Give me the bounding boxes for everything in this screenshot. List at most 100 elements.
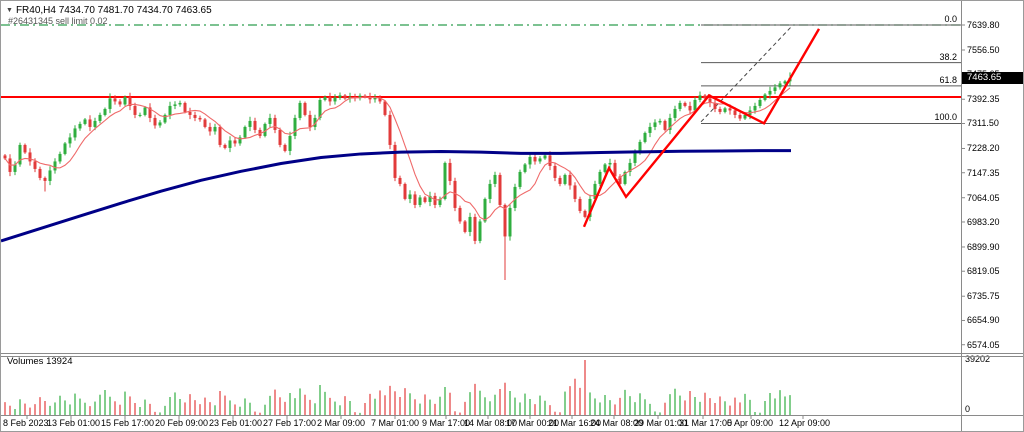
candle-body: [48, 170, 52, 181]
candle-body: [423, 197, 427, 202]
pane-sash-bottom[interactable]: [1, 356, 1023, 357]
candle-body: [198, 117, 202, 120]
fib-level-label: 0.0: [944, 14, 957, 24]
candle-body: [608, 162, 612, 165]
candle-body: [38, 168, 42, 178]
candle-body: [728, 108, 732, 111]
price-tick-label: 7392.35: [967, 94, 1000, 105]
candle-body: [213, 126, 217, 132]
price-tick-label: 7228.20: [967, 143, 1000, 154]
candle-body: [708, 98, 712, 103]
candle-body: [428, 195, 432, 202]
candle-body: [398, 177, 402, 184]
pending-order-label[interactable]: #26431345 sell limit 0.02: [8, 16, 108, 26]
candle-body: [23, 144, 27, 153]
price-tick-label: 6574.05: [967, 339, 1000, 350]
candle-body: [513, 186, 517, 208]
candle-body: [698, 95, 702, 100]
candle-body: [333, 97, 337, 102]
candle-body: [313, 117, 317, 127]
current-price-badge: 7463.65: [962, 71, 1023, 84]
candle-body: [33, 161, 37, 169]
candle-body: [418, 197, 422, 205]
pane-sash-top[interactable]: [1, 353, 1023, 354]
candle-body: [458, 207, 462, 222]
candle-body: [143, 107, 147, 115]
candle-body: [128, 96, 132, 106]
candle-body: [453, 180, 457, 208]
candle-body: [488, 183, 492, 199]
candle-body: [578, 198, 582, 211]
candle-body: [588, 198, 592, 217]
candle-body: [18, 144, 22, 165]
candle-body: [663, 120, 667, 130]
candle-body: [88, 119, 92, 127]
candle-body: [123, 96, 127, 105]
time-tick-label: 24 Mar 08:00: [590, 418, 644, 428]
candle-body: [133, 105, 137, 115]
candle-body: [403, 183, 407, 199]
candle-body: [733, 110, 737, 115]
candle-body: [83, 119, 87, 124]
candle-body: [548, 155, 552, 166]
candle-body: [478, 221, 482, 241]
candle-body: [273, 117, 277, 130]
candle-body: [563, 174, 567, 184]
candle-body: [148, 107, 152, 118]
candle-body: [153, 117, 157, 126]
candle-body: [118, 101, 122, 105]
candle-body: [448, 162, 452, 181]
candle-body: [633, 152, 637, 163]
candle-body: [583, 210, 587, 217]
time-tick-label: 5 Apr 09:00: [727, 418, 774, 428]
time-tick-label: 29 Mar 01:00: [634, 418, 688, 428]
candle-body: [78, 123, 82, 129]
candle-body: [573, 185, 577, 199]
candle-body: [638, 141, 642, 153]
candle-body: [473, 216, 477, 241]
candle-body: [138, 114, 142, 116]
candle-body: [293, 117, 297, 136]
candle-body: [668, 117, 672, 130]
candle-body: [343, 95, 347, 99]
candle-body: [53, 161, 57, 171]
candle-body: [278, 129, 282, 145]
candle-body: [298, 102, 302, 118]
candle-body: [178, 102, 182, 105]
time-tick-label: 2 Mar 09:00: [317, 418, 366, 428]
candle-body: [593, 183, 597, 199]
candle-body: [673, 108, 677, 118]
candle-body: [783, 81, 787, 84]
candle-body: [253, 120, 257, 130]
time-tick-label: 17 Mar 00:00: [506, 418, 560, 428]
price-tick-label: 7556.50: [967, 44, 1000, 55]
fib-level-label: 100.0: [934, 112, 957, 123]
candle-body: [643, 132, 647, 142]
price-tick-label: 6983.20: [967, 216, 1000, 227]
price-tick-label: 7064.05: [967, 192, 1000, 203]
candle-body: [243, 126, 247, 138]
candle-body: [113, 98, 117, 102]
candle-body: [618, 176, 622, 184]
candle-body: [218, 126, 222, 145]
candle-body: [653, 122, 657, 127]
time-tick-label: 13 Feb 01:00: [47, 418, 101, 428]
time-tick-label: 20 Feb 09:00: [155, 418, 209, 428]
candle-body: [383, 101, 387, 115]
candle-body: [558, 177, 562, 184]
candle-body: [738, 114, 742, 119]
candle-body: [538, 158, 542, 162]
candle-body: [518, 171, 522, 187]
price-tick-label: 7147.35: [967, 167, 1000, 178]
candle-body: [763, 94, 767, 100]
candle-body: [433, 195, 437, 205]
candle-body: [408, 194, 412, 199]
candle-body: [338, 95, 342, 98]
price-tick-label: 6899.90: [967, 241, 1000, 252]
candle-body: [498, 174, 502, 205]
quote-header: ▼ FR40,H4 7434.70 7481.70 7434.70 7463.65: [6, 5, 212, 16]
volume-tick-label: 39202: [965, 354, 991, 364]
candle-body: [223, 144, 227, 148]
quote-text: FR40,H4 7434.70 7481.70 7434.70 7463.65: [15, 5, 212, 16]
